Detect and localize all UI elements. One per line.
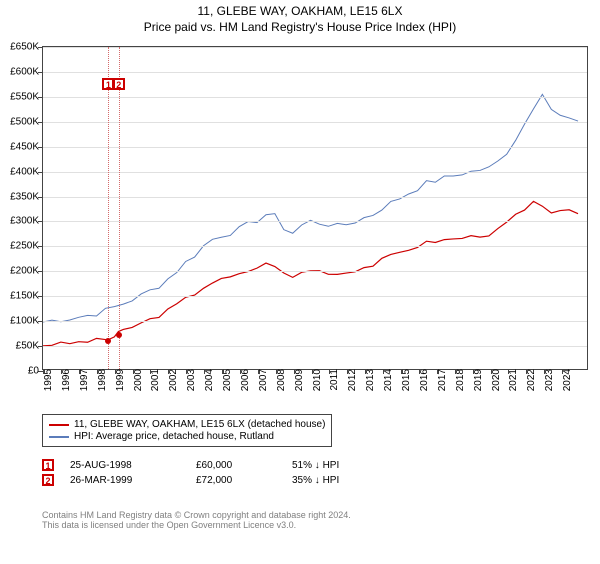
legend-swatch	[49, 424, 69, 426]
y-tick-label: £600K	[10, 66, 43, 77]
x-tick-label: 2009	[290, 369, 305, 391]
legend-swatch	[49, 436, 69, 438]
x-tick-label: 1998	[93, 369, 108, 391]
x-tick-label: 2001	[146, 369, 161, 391]
sale-dot	[116, 332, 122, 338]
sale-row-price: £60,000	[196, 460, 276, 471]
chart-title: 11, GLEBE WAY, OAKHAM, LE15 6LX	[0, 4, 600, 18]
y-tick-label: £350K	[10, 191, 43, 202]
sale-row-pct: 51% ↓ HPI	[292, 460, 382, 471]
x-tick-label: 2020	[487, 369, 502, 391]
x-tick-label: 2015	[397, 369, 412, 391]
y-tick-label: £250K	[10, 241, 43, 252]
series-line	[43, 201, 578, 346]
x-tick-label: 1996	[57, 369, 72, 391]
y-tick-label: £650K	[10, 42, 43, 53]
x-tick-label: 2012	[343, 369, 358, 391]
footnote: Contains HM Land Registry data © Crown c…	[42, 510, 351, 530]
x-tick-label: 2000	[129, 369, 144, 391]
plot-area: £0£50K£100K£150K£200K£250K£300K£350K£400…	[42, 46, 588, 370]
x-tick-label: 2002	[164, 369, 179, 391]
legend-item: 11, GLEBE WAY, OAKHAM, LE15 6LX (detache…	[49, 419, 325, 430]
y-tick-label: £100K	[10, 316, 43, 327]
sale-row-price: £72,000	[196, 475, 276, 486]
x-tick-label: 2010	[308, 369, 323, 391]
sale-row: 1 25-AUG-1998 £60,000 51% ↓ HPI	[42, 459, 382, 471]
y-tick-label: £150K	[10, 291, 43, 302]
x-tick-label: 2023	[540, 369, 555, 391]
chart-subtitle: Price paid vs. HM Land Registry's House …	[0, 20, 600, 34]
legend-item: HPI: Average price, detached house, Rutl…	[49, 431, 325, 442]
legend-label: HPI: Average price, detached house, Rutl…	[74, 431, 274, 442]
x-tick-label: 2006	[236, 369, 251, 391]
y-tick-label: £400K	[10, 166, 43, 177]
sale-dot	[105, 338, 111, 344]
y-tick-label: £450K	[10, 141, 43, 152]
sale-row: 2 26-MAR-1999 £72,000 35% ↓ HPI	[42, 474, 382, 486]
footnote-line2: This data is licensed under the Open Gov…	[42, 520, 351, 530]
sale-row-marker: 2	[42, 474, 54, 486]
y-tick-label: £300K	[10, 216, 43, 227]
y-tick-label: £50K	[16, 341, 43, 352]
x-tick-label: 2003	[182, 369, 197, 391]
x-tick-label: 2005	[218, 369, 233, 391]
sale-vline	[108, 47, 109, 369]
series-line	[43, 94, 578, 322]
x-tick-label: 2016	[415, 369, 430, 391]
x-tick-label: 2022	[522, 369, 537, 391]
x-tick-label: 2011	[325, 369, 340, 391]
y-tick-label: £500K	[10, 116, 43, 127]
x-tick-label: 2014	[379, 369, 394, 391]
footnote-line1: Contains HM Land Registry data © Crown c…	[42, 510, 351, 520]
sale-marker-box: 2	[113, 78, 125, 90]
x-tick-label: 1995	[39, 369, 54, 391]
x-tick-label: 2007	[254, 369, 269, 391]
x-tick-label: 1999	[111, 369, 126, 391]
sale-row-date: 26-MAR-1999	[70, 475, 180, 486]
legend: 11, GLEBE WAY, OAKHAM, LE15 6LX (detache…	[42, 414, 332, 447]
sale-row-marker: 1	[42, 459, 54, 471]
x-tick-label: 1997	[75, 369, 90, 391]
sales-table: 1 25-AUG-1998 £60,000 51% ↓ HPI 2 26-MAR-1999…	[42, 456, 382, 489]
x-tick-label: 2004	[200, 369, 215, 391]
sale-row-date: 25-AUG-1998	[70, 460, 180, 471]
x-tick-label: 2021	[504, 369, 519, 391]
chart-container: 11, GLEBE WAY, OAKHAM, LE15 6LX Price pa…	[0, 4, 600, 564]
sale-row-pct: 35% ↓ HPI	[292, 475, 382, 486]
legend-label: 11, GLEBE WAY, OAKHAM, LE15 6LX (detache…	[74, 419, 325, 430]
x-tick-label: 2024	[558, 369, 573, 391]
x-tick-label: 2013	[361, 369, 376, 391]
x-tick-label: 2008	[272, 369, 287, 391]
x-tick-label: 2017	[433, 369, 448, 391]
y-tick-label: £550K	[10, 91, 43, 102]
x-tick-label: 2019	[469, 369, 484, 391]
x-tick-label: 2018	[451, 369, 466, 391]
y-tick-label: £200K	[10, 266, 43, 277]
sale-vline	[119, 47, 120, 369]
